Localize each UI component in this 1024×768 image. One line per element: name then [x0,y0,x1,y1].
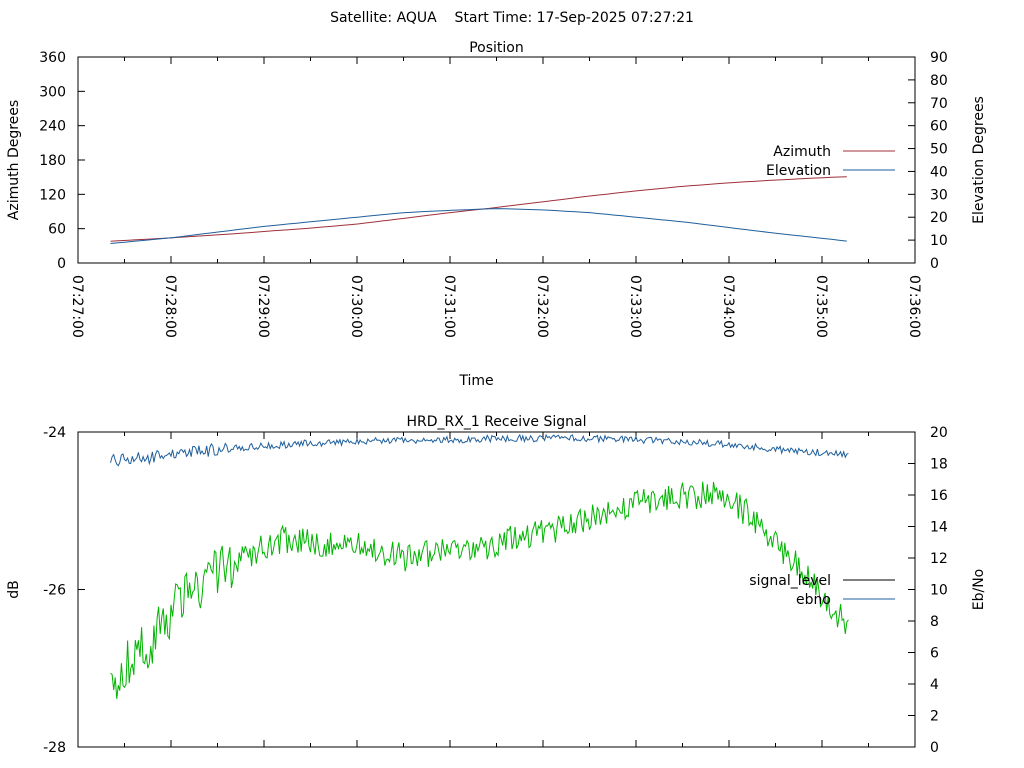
y-tick-label: 240 [39,119,66,135]
y2-tick-label: 18 [930,457,948,473]
y2-tick-label: 90 [930,50,948,66]
x-axis-label: Time [458,373,493,389]
y2-tick-label: 20 [930,425,948,441]
series-line [110,481,849,699]
y2-tick-label: 60 [930,119,948,135]
y-tick-label: 120 [39,187,66,203]
x-tick-label: 07:29:00 [255,275,271,338]
receive-signal-plot: HRD_RX_1 Receive Signal -28 -26 -24 0 2 4 6 8 10 1… [6,414,987,756]
x-tick-label: 07:30:00 [348,275,364,338]
y2-tick-label: 10 [930,233,948,249]
y2-tick-label: 14 [930,520,948,536]
y2-tick-label: 40 [930,164,948,180]
y-axis-label: Azimuth Degrees [6,100,22,220]
y2-tick-label: 4 [930,677,939,693]
x-tick-label: 07:32:00 [534,275,550,338]
figure-title: Satellite: AQUA Start Time: 17-Sep-2025 … [330,10,694,26]
y2-tick-label: 0 [930,740,939,756]
y2-tick-label: 16 [930,488,948,504]
legend-label: ebno [796,592,831,608]
plot-title: Position [469,40,524,56]
legend-label: Azimuth [773,144,831,160]
y2-axis-label: Eb/No [971,569,987,611]
y2-axis-label: Elevation Degrees [971,96,987,224]
legend-label: Elevation [766,163,831,179]
y-tick-label: 180 [39,153,66,169]
y2-tick-label: 50 [930,142,948,158]
x-tick-label: 07:35:00 [813,275,829,338]
y2-tick-label: 30 [930,187,948,203]
y2-tick-label: 20 [930,210,948,226]
plot-frame [77,56,916,264]
y2-tick-label: 2 [930,709,939,725]
x-tick-label: 07:33:00 [627,275,643,338]
y-tick-label: 300 [39,84,66,100]
x-tick-label: 07:31:00 [441,275,457,338]
y-axis-label: dB [6,580,22,599]
y2-tick-label: 6 [930,646,939,662]
y2-tick-label: 0 [930,256,939,272]
y2-tick-label: 8 [930,614,939,630]
plot-title: HRD_RX_1 Receive Signal [407,414,587,430]
y-tick-label: 0 [57,256,66,272]
legend-label: signal_level [749,573,831,589]
y2-tick-label: 10 [930,583,948,599]
y-tick-label: 60 [48,222,66,238]
plot-frame [77,431,916,748]
x-tick-label: 07:27:00 [69,275,85,338]
position-plot: Position 0 60 120 180 240 300 360 0 10 20 30 40 50 60 7… [6,40,987,389]
series-line [110,208,847,244]
y-tick-label: 360 [39,50,66,66]
y2-tick-label: 12 [930,551,948,567]
y2-tick-label: 80 [930,73,948,89]
x-tick-label: 07:34:00 [720,275,736,338]
y-tick-label: -28 [43,740,66,756]
series-line [110,433,849,467]
y-tick-label: -24 [43,425,66,441]
x-tick-label: 07:36:00 [906,275,922,338]
y-tick-label: -26 [43,583,66,599]
x-tick-label: 07:28:00 [162,275,178,338]
y2-tick-label: 70 [930,96,948,112]
